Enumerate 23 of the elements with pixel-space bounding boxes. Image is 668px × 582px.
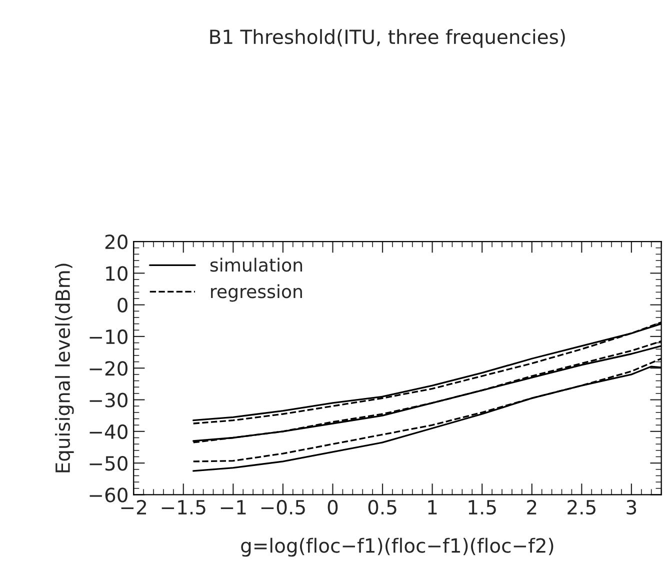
y-axis-title: Equisignal level(dBm) (54, 264, 74, 472)
y-tick-label: −20 (90, 361, 128, 376)
legend-label: simulation (210, 258, 302, 272)
x-tick-label: 3 (626, 500, 636, 515)
chart-title: B1 Threshold(ITU, three frequencies) (210, 29, 565, 48)
x-tick-label: 0 (328, 500, 338, 515)
y-tick-label: 0 (118, 298, 128, 312)
x-axis-title: g=log(floc−f1)(floc−f1)(floc−f2) (241, 538, 554, 557)
y-tick-label: −50 (90, 456, 128, 471)
x-tick-label: 0.5 (368, 500, 396, 515)
legend-label: regression (211, 284, 302, 302)
x-tick-label: 1.5 (468, 500, 496, 515)
y-tick-label: 20 (105, 234, 128, 250)
y-tick-label: 10 (106, 266, 128, 281)
x-tick-label: −1.5 (162, 500, 206, 515)
x-tick-label: −0.5 (261, 500, 305, 515)
y-tick-label: −10 (90, 329, 128, 344)
x-tick-label: −1 (220, 500, 246, 514)
x-tick-label: 2.5 (568, 500, 596, 515)
x-tick-label: 1 (428, 500, 437, 514)
x-tick-label: 2 (527, 500, 536, 514)
y-tick-label: −40 (90, 424, 128, 440)
y-tick-label: −30 (90, 392, 128, 408)
